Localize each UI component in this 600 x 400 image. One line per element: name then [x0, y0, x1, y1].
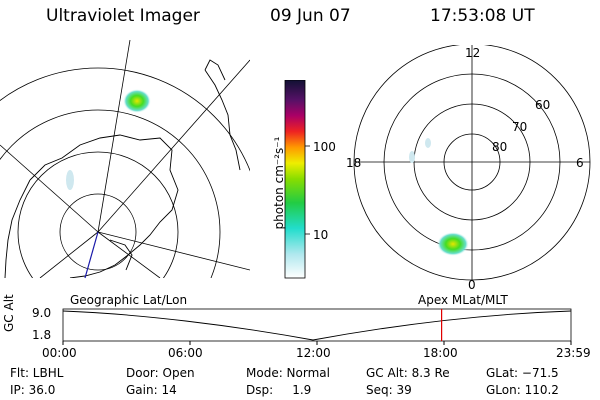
- sun-direction-line: [84, 231, 99, 279]
- faint-emission: [66, 170, 74, 190]
- timeline-tick: 12:00: [296, 346, 331, 360]
- status-ip: IP: 36.0: [10, 383, 56, 397]
- faint-emission: [409, 151, 415, 163]
- colorbar-unit-label: photon cm⁻²s⁻¹: [272, 136, 286, 230]
- lat-label-70: 70: [512, 120, 528, 134]
- timeline-left-caption: Geographic Lat/Lon: [70, 293, 188, 307]
- status-gc-alt: GC Alt: 8.3 Re: [366, 366, 450, 380]
- status-mode: Mode: Normal: [246, 366, 330, 380]
- status-filter: Flt: LBHL: [10, 366, 64, 380]
- meridian-line: [39, 231, 99, 278]
- timeline-chart: [62, 308, 572, 345]
- timeline-tick: 06:00: [168, 346, 203, 360]
- lat-circle-3: [0, 109, 221, 278]
- status-door: Door: Open: [126, 366, 195, 380]
- altitude-curve: [62, 310, 572, 341]
- mlt-label-0: 0: [468, 278, 476, 292]
- coastline: [109, 239, 133, 271]
- timeline-frame: [62, 308, 572, 342]
- timeline-right-caption: Apex MLat/MLT: [418, 293, 508, 307]
- observation-time: 17:53:08 UT: [430, 6, 535, 26]
- timeline-tick: 18:00: [423, 346, 458, 360]
- status-glon: GLon: 110.2: [486, 383, 559, 397]
- status-dsp: Dsp: 1.9: [246, 383, 312, 397]
- coastline: [204, 59, 226, 81]
- coastline: [29, 134, 179, 278]
- colorbar-tick-100: 100: [313, 140, 336, 154]
- meridian-line: [97, 59, 250, 233]
- aurora-emission-blob: [437, 232, 469, 256]
- coastline: [204, 69, 241, 171]
- lat-label-60: 60: [535, 98, 551, 112]
- lat-circle-outer: [0, 67, 250, 172]
- status-seq: Seq: 39: [366, 383, 412, 397]
- colorbar-tick-10: 10: [313, 228, 329, 242]
- polar-mlt-plot: [353, 45, 591, 281]
- meridian-line: [0, 144, 99, 233]
- meridian-line: [97, 231, 161, 278]
- colorbar: [284, 80, 310, 279]
- status-glat: GLat: −71.5: [486, 366, 559, 380]
- faint-emission: [425, 138, 431, 148]
- observation-date: 09 Jun 07: [270, 6, 351, 26]
- timeline-ymin: 1.8: [32, 328, 52, 342]
- lat-circle-inner: [59, 193, 137, 271]
- timeline-tick: 23:59: [556, 346, 591, 360]
- meridian-line: [97, 231, 250, 271]
- mlt-label-12: 12: [465, 46, 481, 60]
- lat-circle-2: [17, 151, 179, 278]
- instrument-title: Ultraviolet Imager: [46, 6, 200, 26]
- lat-label-80: 80: [492, 140, 508, 154]
- coastline: [4, 179, 31, 278]
- aurora-emission-blob: [123, 89, 151, 113]
- geographic-image-panel: [0, 40, 250, 279]
- mlt-label-18: 18: [346, 156, 362, 170]
- timeline-ymax: 9.0: [32, 306, 52, 320]
- timeline-tick: 00:00: [42, 346, 77, 360]
- status-gain: Gain: 14: [126, 383, 177, 397]
- mlt-label-6: 6: [576, 156, 584, 170]
